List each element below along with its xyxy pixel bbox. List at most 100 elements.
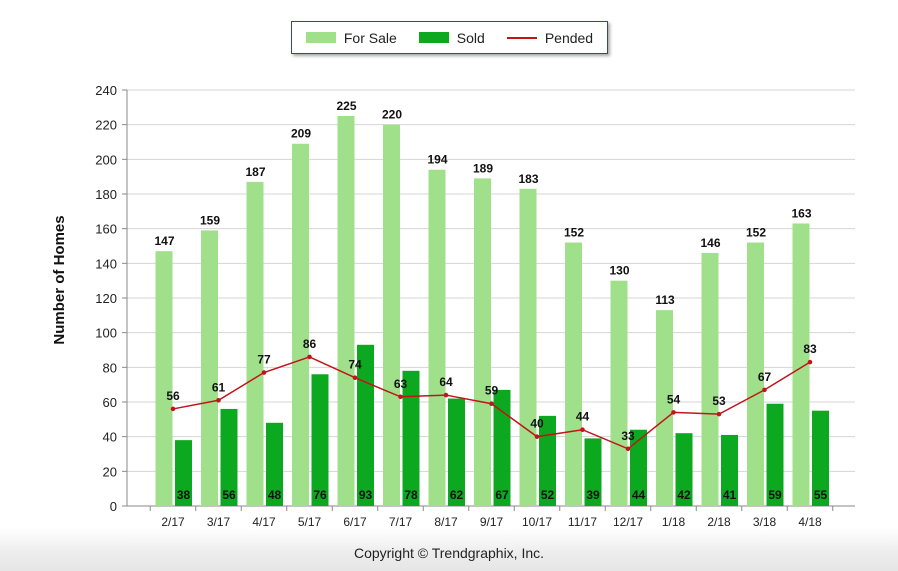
point-pended — [489, 401, 494, 407]
x-tick-label: 3/17 — [207, 515, 231, 529]
x-tick-label: 4/18 — [798, 515, 822, 529]
data-label-for-sale: 187 — [245, 165, 265, 179]
data-label-for-sale: 183 — [518, 172, 538, 186]
point-pended — [762, 387, 767, 393]
y-tick-label: 220 — [95, 118, 117, 133]
data-label-pended: 54 — [667, 392, 681, 406]
bar-for-sale — [747, 242, 764, 507]
y-tick-label: 20 — [103, 464, 117, 479]
data-label-for-sale: 113 — [655, 293, 675, 307]
bar-for-sale — [155, 251, 173, 506]
data-label-for-sale: 225 — [336, 99, 356, 113]
x-tick-label: 8/17 — [434, 515, 458, 529]
data-label-pended: 64 — [439, 375, 453, 389]
y-tick-label: 40 — [103, 430, 117, 445]
bar-for-sale — [428, 169, 446, 506]
data-label-pended: 33 — [621, 429, 635, 443]
data-label-pended: 40 — [530, 417, 544, 431]
data-label-for-sale: 194 — [427, 153, 447, 167]
bar-sold — [812, 410, 829, 506]
x-tick-label: 9/17 — [480, 515, 504, 529]
legend-swatch-for-sale — [305, 32, 336, 43]
y-tick-label: 120 — [95, 291, 117, 306]
bar-for-sale — [519, 188, 537, 507]
data-label-for-sale: 152 — [746, 226, 766, 240]
point-pended — [580, 427, 585, 433]
data-label-pended: 74 — [348, 358, 362, 372]
copyright-text: Copyright © Trendgraphix, Inc. — [353, 545, 545, 561]
legend-item-for-sale[interactable]: For Sale — [305, 29, 397, 46]
bar-for-sale — [792, 223, 810, 506]
bar-for-sale — [337, 116, 355, 506]
point-pended — [398, 394, 403, 400]
legend-label-for-sale: For Sale — [343, 29, 397, 46]
data-label-pended: 59 — [485, 384, 499, 398]
data-label-for-sale: 220 — [382, 108, 402, 122]
data-label-pended: 67 — [758, 370, 772, 384]
y-tick-label: 100 — [95, 326, 117, 341]
bar-for-sale — [701, 252, 719, 506]
bar-sold — [175, 440, 192, 506]
data-label-for-sale: 152 — [564, 226, 584, 240]
point-pended — [671, 410, 676, 415]
point-pended — [534, 434, 540, 439]
data-label-sold: 39 — [586, 488, 600, 502]
legend-swatch-pended — [506, 36, 537, 39]
legend-item-sold[interactable]: Sold — [418, 30, 485, 46]
data-label-pended: 44 — [576, 410, 590, 424]
data-label-pended: 61 — [212, 380, 226, 394]
data-label-sold: 56 — [222, 488, 236, 502]
bar-for-sale — [656, 310, 673, 506]
data-label-sold: 59 — [768, 488, 782, 502]
bar-sold — [493, 389, 511, 506]
point-pended — [307, 354, 312, 360]
y-tick-label: 240 — [95, 83, 117, 98]
x-tick-label: 10/17 — [522, 515, 552, 529]
data-label-sold: 76 — [313, 488, 327, 502]
data-label-for-sale: 130 — [609, 264, 629, 278]
x-tick-label: 1/18 — [662, 515, 686, 529]
data-label-sold: 78 — [404, 488, 418, 502]
data-label-sold: 48 — [268, 488, 282, 502]
bar-sold — [584, 438, 602, 506]
bar-sold — [448, 398, 465, 506]
y-tick-label: 80 — [103, 360, 117, 375]
data-label-pended: 86 — [303, 337, 317, 351]
x-tick-label: 6/17 — [343, 515, 367, 529]
x-tick-label: 7/17 — [389, 515, 413, 529]
data-label-sold: 42 — [677, 488, 691, 502]
point-pended — [443, 392, 449, 398]
legend-item-pended[interactable]: Pended — [506, 29, 594, 46]
data-label-sold: 93 — [359, 488, 373, 502]
y-tick-label: 160 — [95, 222, 117, 237]
x-tick-label: 4/17 — [252, 515, 276, 529]
data-label-pended: 83 — [803, 342, 817, 356]
x-tick-label: 11/17 — [568, 515, 597, 529]
bar-sold — [675, 433, 693, 506]
data-label-for-sale: 163 — [791, 206, 811, 220]
data-label-pended: 77 — [257, 353, 271, 367]
bar-for-sale — [292, 143, 309, 506]
data-label-sold: 55 — [814, 488, 828, 502]
data-label-sold: 62 — [450, 488, 464, 502]
chart-legend: For Sale Sold Pended — [291, 21, 608, 54]
data-label-for-sale: 159 — [200, 213, 220, 227]
bar-sold — [539, 415, 556, 506]
x-tick-label: 12/17 — [613, 515, 643, 529]
bar-sold — [357, 344, 374, 506]
data-label-pended: 63 — [394, 377, 408, 391]
bar-for-sale — [383, 124, 400, 507]
data-label-for-sale: 147 — [154, 234, 174, 248]
footer-band — [0, 528, 898, 571]
data-label-for-sale: 189 — [473, 161, 493, 175]
legend-swatch-sold — [418, 32, 449, 43]
data-label-sold: 52 — [541, 488, 555, 502]
data-label-pended: 53 — [712, 394, 726, 408]
bar-sold — [721, 434, 738, 506]
bar-sold — [402, 370, 420, 506]
point-pended — [807, 359, 813, 365]
legend-label-pended: Pended — [544, 29, 594, 46]
x-tick-label: 2/17 — [161, 515, 185, 529]
bar-for-sale — [474, 178, 491, 506]
